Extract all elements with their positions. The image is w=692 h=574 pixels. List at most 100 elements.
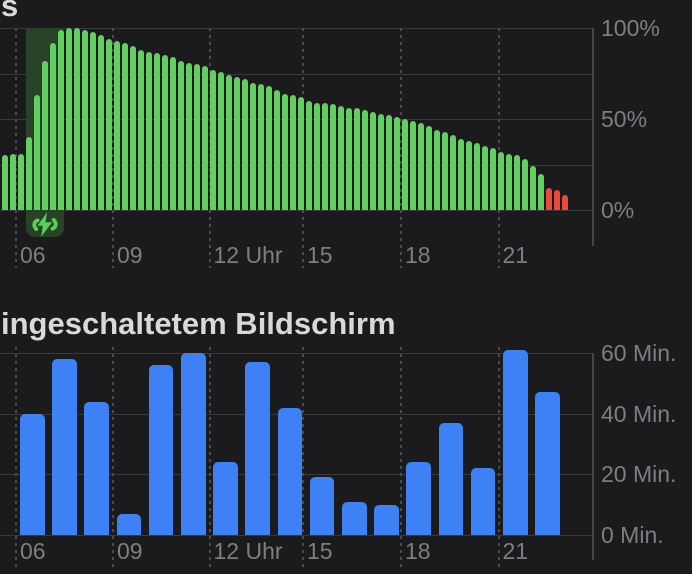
battery-bar[interactable] <box>74 28 80 210</box>
battery-bar[interactable] <box>306 100 312 210</box>
battery-bar[interactable] <box>426 126 432 210</box>
battery-bar[interactable] <box>82 29 88 210</box>
battery-bar[interactable] <box>538 173 544 210</box>
battery-bar[interactable] <box>562 195 568 210</box>
battery-bar[interactable] <box>258 84 264 210</box>
battery-bar[interactable] <box>554 189 560 210</box>
screen-on-time-bar[interactable] <box>470 468 496 535</box>
battery-bar[interactable] <box>346 108 352 210</box>
grid-line-vertical <box>15 28 17 268</box>
battery-bar[interactable] <box>210 69 216 210</box>
battery-bar[interactable] <box>354 108 360 210</box>
screen-on-time-bar[interactable] <box>181 353 206 535</box>
screen-on-time-bar[interactable] <box>277 407 303 535</box>
battery-bar[interactable] <box>514 155 520 210</box>
battery-bar[interactable] <box>202 66 208 210</box>
grid-line-vertical <box>497 28 500 268</box>
screen-on-time-bar[interactable] <box>342 501 367 535</box>
battery-bar[interactable] <box>170 57 176 210</box>
screen-on-time-bar[interactable] <box>309 477 335 535</box>
battery-bar[interactable] <box>330 104 336 210</box>
battery-bar[interactable] <box>474 142 480 210</box>
screen-on-time-bar[interactable] <box>245 362 270 535</box>
screen-on-time-bar[interactable] <box>535 392 560 535</box>
battery-bar[interactable] <box>226 75 232 210</box>
battery-bar[interactable] <box>522 159 528 210</box>
battery-bar[interactable] <box>218 71 224 210</box>
screen-on-time-bar[interactable] <box>374 504 399 535</box>
battery-bar[interactable] <box>234 77 240 210</box>
battery-bar[interactable] <box>186 62 192 210</box>
battery-bar[interactable] <box>442 131 448 210</box>
screen-on-time-bar[interactable] <box>20 413 45 535</box>
battery-bar[interactable] <box>362 109 368 210</box>
battery-bar[interactable] <box>250 82 256 210</box>
battery-bar[interactable] <box>154 53 160 210</box>
battery-bar[interactable] <box>482 146 488 210</box>
battery-bar[interactable] <box>370 111 376 210</box>
battery-bar[interactable] <box>394 117 400 210</box>
screen-on-time-bar[interactable] <box>84 401 109 535</box>
battery-bar[interactable] <box>130 46 136 210</box>
battery-bar[interactable] <box>266 86 272 210</box>
battery-bar[interactable] <box>90 31 96 210</box>
battery-bar[interactable] <box>122 42 128 210</box>
battery-bar[interactable] <box>242 78 248 210</box>
battery-bar[interactable] <box>322 102 328 210</box>
battery-bar[interactable] <box>434 129 440 210</box>
battery-bar[interactable] <box>450 135 456 210</box>
battery-bar[interactable] <box>274 89 280 210</box>
battery-bar[interactable] <box>338 106 344 210</box>
screen-on-time-bar[interactable] <box>438 422 464 535</box>
battery-bar[interactable] <box>194 64 200 210</box>
screen-on-time-bar[interactable] <box>213 462 238 535</box>
x-axis-tick-label: 18 <box>405 538 431 564</box>
battery-bar[interactable] <box>34 95 40 210</box>
battery-bar[interactable] <box>2 155 8 210</box>
grid-line-vertical <box>400 28 402 268</box>
y-axis-tick-label: 20 Min. <box>601 461 677 488</box>
screen-on-time-bar[interactable] <box>52 359 77 535</box>
screen-on-time-bar[interactable] <box>503 349 528 535</box>
battery-bar[interactable] <box>506 153 512 210</box>
chart-right-border <box>592 28 594 246</box>
x-axis-tick-label: 09 <box>117 242 143 268</box>
battery-bar[interactable] <box>458 139 464 210</box>
grid-line-horizontal <box>0 353 592 354</box>
battery-bar[interactable] <box>98 35 104 210</box>
battery-bar[interactable] <box>530 166 536 210</box>
battery-bar[interactable] <box>42 60 48 210</box>
battery-bar[interactable] <box>10 153 16 210</box>
battery-bar[interactable] <box>106 38 112 210</box>
battery-bar[interactable] <box>386 115 392 210</box>
battery-bar[interactable] <box>410 120 416 210</box>
battery-bar[interactable] <box>418 122 424 210</box>
battery-bar[interactable] <box>50 42 56 210</box>
battery-bar[interactable] <box>178 60 184 210</box>
y-axis-tick-label: 40 Min. <box>601 400 677 427</box>
battery-bar[interactable] <box>114 40 120 210</box>
x-axis-tick-label: 21 <box>502 538 529 564</box>
battery-bar[interactable] <box>378 113 384 210</box>
battery-bar[interactable] <box>402 119 408 210</box>
battery-bar[interactable] <box>466 140 472 210</box>
battery-bar[interactable] <box>26 137 32 210</box>
battery-bar[interactable] <box>282 93 288 210</box>
battery-bar[interactable] <box>298 97 304 210</box>
screen-on-time-bar[interactable] <box>116 513 142 535</box>
battery-bar[interactable] <box>58 29 64 210</box>
battery-bar[interactable] <box>66 28 72 210</box>
battery-bar[interactable] <box>146 51 152 210</box>
screen-on-time-bar[interactable] <box>148 365 174 535</box>
battery-bar[interactable] <box>490 148 496 210</box>
battery-bar[interactable] <box>18 153 24 210</box>
battery-bar[interactable] <box>138 49 144 210</box>
screen-on-time-bar[interactable] <box>406 462 431 535</box>
battery-bar[interactable] <box>290 95 296 210</box>
battery-bar[interactable] <box>546 188 552 210</box>
battery-bar[interactable] <box>162 55 168 210</box>
grid-line-horizontal <box>0 164 592 166</box>
grid-line-horizontal <box>0 535 592 536</box>
battery-bar[interactable] <box>314 102 320 210</box>
battery-bar[interactable] <box>498 151 504 210</box>
